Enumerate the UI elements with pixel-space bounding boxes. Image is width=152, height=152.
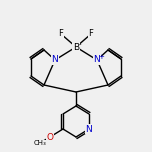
Text: +: + (98, 54, 104, 60)
Text: O: O (47, 133, 54, 142)
Text: CH₃: CH₃ (34, 140, 46, 146)
Text: N: N (94, 55, 100, 64)
Text: N: N (52, 55, 58, 64)
Text: F: F (89, 29, 93, 38)
Text: N: N (86, 124, 92, 133)
Text: -: - (79, 41, 81, 47)
Text: F: F (59, 29, 63, 38)
Text: B: B (73, 43, 79, 52)
